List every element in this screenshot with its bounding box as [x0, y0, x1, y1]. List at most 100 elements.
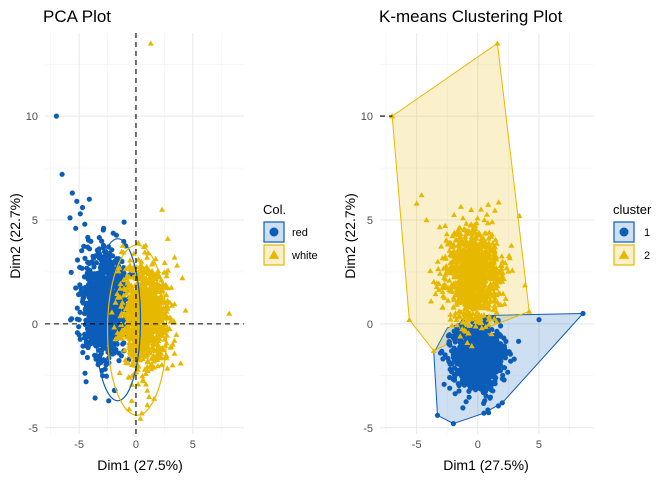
data-point: [488, 263, 495, 269]
data-point: [154, 331, 161, 337]
data-point: [468, 259, 474, 265]
data-point: [53, 113, 60, 119]
data-point: [470, 268, 477, 274]
data-point: [147, 287, 154, 293]
data-point: [143, 294, 150, 300]
data-point: [443, 237, 450, 243]
data-point: [102, 366, 108, 372]
data-point: [492, 244, 498, 250]
data-point: [117, 280, 124, 287]
data-point: [112, 336, 119, 342]
data-point: [121, 219, 127, 225]
data-point: [115, 268, 122, 274]
kmeans-plot-area: -5 0 5 -5 0 5 10: [361, 33, 594, 451]
data-point: [453, 301, 460, 307]
data-point: [469, 351, 476, 357]
data-point: [452, 310, 459, 316]
data-point: [76, 291, 82, 298]
data-point: [96, 246, 102, 252]
data-point: [495, 356, 501, 362]
data-point: [441, 274, 448, 280]
data-point: [120, 292, 127, 298]
data-point: [127, 310, 133, 316]
data-point: [86, 295, 92, 301]
data-point: [174, 262, 181, 268]
legend-title: Col.: [263, 202, 286, 217]
data-point: [112, 299, 119, 305]
data-point: [104, 262, 110, 268]
data-point: [474, 354, 480, 360]
data-point: [488, 384, 494, 390]
data-point: [452, 254, 459, 260]
data-point: [109, 340, 115, 347]
data-point: [116, 350, 122, 356]
data-point: [451, 377, 458, 383]
data-point: [134, 316, 141, 322]
data-point: [435, 265, 442, 272]
data-point: [447, 311, 454, 317]
data-point: [179, 274, 186, 281]
data-point: [177, 360, 184, 366]
data-point: [182, 307, 189, 313]
data-point: [127, 349, 134, 355]
data-point: [145, 358, 152, 364]
data-point: [498, 265, 505, 271]
data-point: [163, 273, 170, 279]
data-point: [455, 328, 462, 334]
data-point: [130, 357, 137, 363]
data-point: [453, 336, 459, 342]
data-point: [89, 300, 95, 306]
data-point: [164, 298, 171, 304]
data-point: [103, 373, 109, 379]
data-point: [140, 287, 147, 294]
data-point: [486, 254, 493, 260]
x-axis-title: Dim1 (27.5%): [97, 457, 183, 473]
data-point: [130, 314, 136, 320]
data-point: [147, 362, 154, 368]
data-point: [437, 270, 443, 276]
data-point: [464, 294, 471, 300]
data-point: [498, 253, 505, 259]
data-point: [124, 265, 131, 271]
data-point: [493, 318, 500, 324]
data-point: [457, 256, 464, 262]
chart-title: PCA Plot: [43, 7, 111, 26]
data-point: [146, 393, 153, 399]
data-point: [491, 338, 497, 344]
y-axis-title: Dim2 (22.7%): [342, 193, 358, 279]
data-point: [435, 280, 442, 286]
data-point: [495, 403, 501, 409]
data-point: [580, 310, 586, 317]
data-point: [91, 255, 97, 261]
data-point: [159, 309, 166, 315]
data-point: [74, 198, 80, 204]
data-point: [499, 344, 505, 350]
data-point: [474, 317, 481, 323]
data-point: [161, 269, 168, 275]
data-point: [488, 374, 494, 380]
data-point: [86, 260, 92, 266]
data-point: [87, 274, 93, 280]
x-tick-label: -5: [74, 439, 84, 451]
data-point: [508, 242, 515, 248]
data-point: [442, 222, 449, 228]
data-point: [119, 332, 126, 338]
data-point: [98, 278, 104, 284]
data-point: [153, 293, 160, 299]
data-point: [121, 347, 128, 353]
data-point: [479, 367, 485, 373]
data-point: [486, 284, 492, 290]
data-point: [477, 269, 484, 275]
data-point: [122, 357, 129, 363]
data-point: [110, 319, 117, 325]
data-point: [457, 344, 463, 350]
data-point: [143, 263, 150, 270]
data-point: [467, 310, 474, 316]
data-point: [432, 290, 439, 297]
y-tick-label: 0: [367, 319, 373, 331]
data-point: [164, 235, 171, 241]
data-point: [492, 378, 498, 384]
data-point: [117, 275, 123, 282]
data-point: [127, 305, 134, 311]
data-point: [111, 330, 117, 336]
